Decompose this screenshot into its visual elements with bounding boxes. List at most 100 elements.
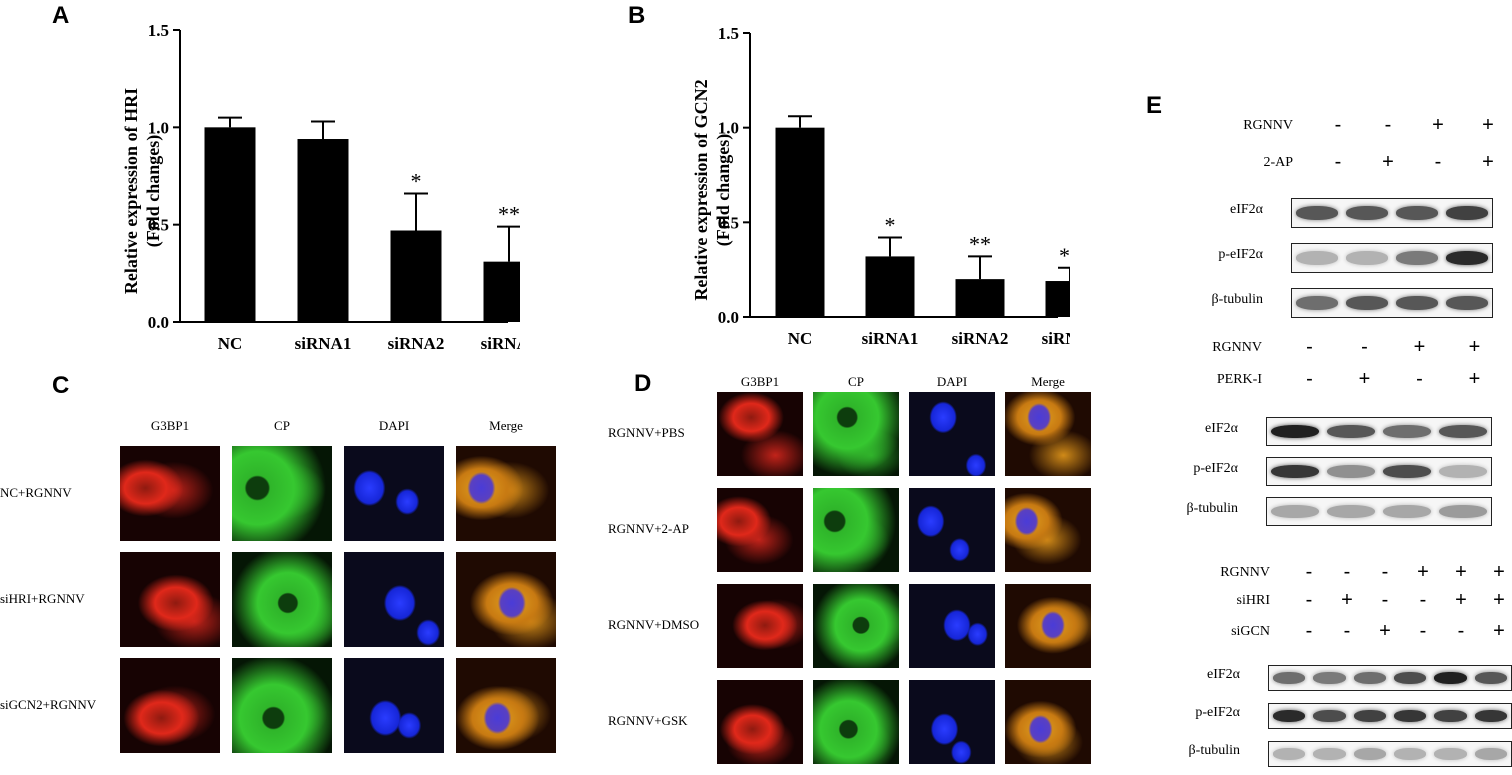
micrograph-grid-d: G3BP1 CP DAPI Merge RGNNV+PBS RGNNV+2-AP RGNNV… xyxy=(600,370,1105,775)
bar xyxy=(775,127,825,318)
blot-band xyxy=(1273,672,1306,684)
micrograph-g3bp1 xyxy=(717,488,803,572)
micrograph-dapi xyxy=(909,488,995,572)
blot-band xyxy=(1394,672,1427,684)
minus-sign: - xyxy=(1419,589,1427,611)
micrograph-cp xyxy=(813,680,899,764)
blot-label: eIF2α xyxy=(1207,667,1240,682)
blot-label: eIF2α xyxy=(1230,202,1263,217)
blot-label: p-eIF2α xyxy=(1193,460,1238,476)
column-header: CP xyxy=(274,418,290,433)
panel-label-d: D xyxy=(634,370,652,397)
micrograph-dapi xyxy=(909,680,995,764)
significance-marker: ** xyxy=(969,231,991,256)
blot-label: β-tubulin xyxy=(1186,500,1238,516)
blot-band xyxy=(1296,251,1338,265)
blot-label: p-eIF2α xyxy=(1218,247,1263,262)
plus-sign: + xyxy=(1468,368,1481,390)
micrograph-merge xyxy=(456,658,556,753)
bar xyxy=(865,256,915,317)
plus-sign: + xyxy=(1493,561,1505,583)
condition-label: 2-AP xyxy=(1263,155,1293,170)
panel-label-b: B xyxy=(628,2,646,29)
blot-band xyxy=(1446,296,1488,310)
micrograph-dapi xyxy=(909,392,995,476)
blot-band xyxy=(1439,504,1487,519)
micrograph-cp xyxy=(813,488,899,572)
minus-sign: - xyxy=(1434,151,1442,173)
blot-band xyxy=(1313,710,1346,722)
plus-sign: + xyxy=(1482,151,1494,173)
micrograph-merge xyxy=(1005,584,1091,668)
micrograph-cp xyxy=(232,552,332,647)
blot-label: β-tubulin xyxy=(1188,743,1240,758)
blot-band xyxy=(1434,710,1467,722)
minus-sign: - xyxy=(1384,114,1392,136)
column-header: Merge xyxy=(489,418,523,433)
micrograph-merge xyxy=(1005,392,1091,476)
blot-band xyxy=(1439,424,1487,439)
blot-strip xyxy=(1268,741,1512,767)
bar-chart-gcn2: 0.0 0.5 1.0 1.5 Relative expression of GCN2(… xyxy=(691,24,1070,348)
micrograph-grid-c: G3BP1 CP DAPI Merge NC+RGNNV siHRI+RGNNV siGCN… xyxy=(0,410,580,775)
significance-marker: ** xyxy=(1059,243,1070,268)
column-header: G3BP1 xyxy=(740,374,780,389)
blot-strip xyxy=(1268,665,1512,691)
row-label: RGNNV+DMSO xyxy=(608,617,700,632)
blot-strip xyxy=(1291,243,1493,273)
blot-band xyxy=(1346,251,1388,265)
blot-band xyxy=(1296,206,1338,220)
plus-sign: + xyxy=(1417,561,1429,583)
minus-sign: - xyxy=(1305,589,1313,611)
blot-band xyxy=(1353,748,1386,760)
blot-band xyxy=(1313,748,1346,760)
micrograph-cp xyxy=(813,392,899,476)
blot-label: eIF2α xyxy=(1205,420,1238,436)
row-label: RGNNV+GSK xyxy=(608,713,688,728)
blot-band xyxy=(1446,251,1488,265)
row-label: RGNNV+PBS xyxy=(608,425,685,440)
y-tick-label: 1.5 xyxy=(148,21,169,40)
minus-sign: - xyxy=(1416,368,1423,390)
bar xyxy=(204,127,256,322)
plus-sign: + xyxy=(1358,368,1371,390)
micrograph-cp xyxy=(232,658,332,753)
column-header: DAPI xyxy=(936,374,968,389)
row-label: NC+RGNNV xyxy=(0,484,72,500)
x-tick-label: NC xyxy=(788,329,813,348)
y-axis-label: Relative expression of HRI xyxy=(121,88,141,294)
bar xyxy=(955,279,1005,317)
blot-band xyxy=(1396,296,1438,310)
minus-sign: - xyxy=(1343,561,1351,583)
blot-strip xyxy=(1266,417,1492,446)
minus-sign: - xyxy=(1361,336,1368,358)
blot-band xyxy=(1271,504,1319,519)
blot-band xyxy=(1353,710,1386,722)
blot-band xyxy=(1353,672,1386,684)
x-tick-label: siRNA3 xyxy=(1042,329,1070,348)
micrograph-g3bp1 xyxy=(717,392,803,476)
minus-sign: - xyxy=(1305,620,1313,642)
column-header: Merge xyxy=(1031,374,1065,389)
significance-marker: ** xyxy=(498,202,520,227)
blot-label: p-eIF2α xyxy=(1195,705,1240,720)
micrograph-dapi xyxy=(344,446,444,541)
y-tick-label: 1.0 xyxy=(148,118,169,137)
plus-sign: + xyxy=(1482,114,1494,136)
row-label: siHRI+RGNNV xyxy=(0,590,85,606)
x-tick-label: siRNA1 xyxy=(295,334,352,353)
micrograph-g3bp1 xyxy=(120,446,220,541)
blot-band xyxy=(1273,748,1306,760)
condition-label: siHRI xyxy=(1236,593,1270,608)
panel-label-e: E xyxy=(1146,92,1163,119)
panel-label-a: A xyxy=(52,2,70,29)
condition-label: PERK-I xyxy=(1216,372,1262,387)
blot-band xyxy=(1383,504,1431,519)
blot-band xyxy=(1271,464,1319,479)
blot-band xyxy=(1394,748,1427,760)
blot-band xyxy=(1327,464,1375,479)
micrograph-cp xyxy=(232,446,332,541)
minus-sign: - xyxy=(1305,561,1313,583)
y-tick-label: 1.5 xyxy=(718,24,739,43)
minus-sign: - xyxy=(1343,620,1351,642)
